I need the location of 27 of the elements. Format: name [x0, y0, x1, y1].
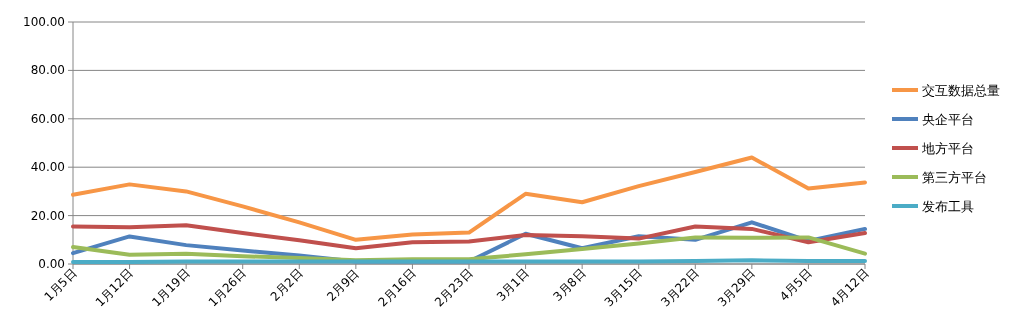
y-tick-label: 100.00 — [23, 15, 65, 29]
x-tick-label: 2月2日 — [267, 266, 306, 304]
y-tick-label: 40.00 — [30, 160, 65, 175]
x-tick-label: 3月8日 — [550, 266, 589, 304]
x-tick-label: 2月23日 — [432, 266, 476, 310]
x-tick-label: 3月22日 — [658, 266, 702, 310]
y-tick-label: 80.00 — [30, 63, 65, 78]
y-tick-label: 0.00 — [38, 257, 65, 271]
y-tick-label: 20.00 — [30, 208, 65, 223]
line-series — [71, 155, 867, 242]
x-tick-label: 1月26日 — [205, 266, 249, 310]
line-series — [71, 223, 867, 251]
x-tick-label: 2月9日 — [324, 266, 362, 304]
legend-label: 交互数据总量 — [922, 83, 1000, 98]
legend-label: 发布工具 — [922, 199, 974, 214]
x-tick-label: 3月1日 — [494, 266, 532, 304]
x-tick-label: 4月5日 — [776, 266, 815, 304]
y-tick-label: 60.00 — [30, 111, 65, 126]
legend-label: 央企平台 — [922, 112, 974, 127]
x-tick-label: 4月12日 — [828, 266, 872, 310]
legend-label: 地方平台 — [921, 141, 974, 156]
legend-label: 第三方平台 — [922, 170, 987, 185]
x-tick-label: 3月29日 — [714, 266, 758, 310]
x-tick-label: 3月15日 — [601, 266, 645, 310]
x-tick-label: 2月16日 — [375, 266, 419, 310]
x-tick-label: 1月12日 — [92, 266, 136, 310]
x-tick-label: 1月19日 — [149, 266, 193, 310]
